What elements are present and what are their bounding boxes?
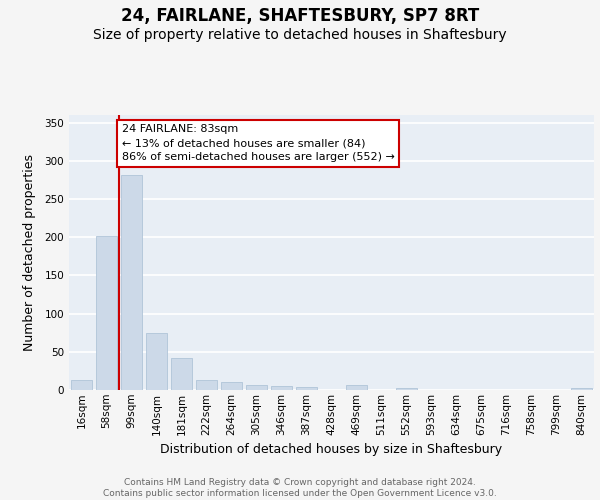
X-axis label: Distribution of detached houses by size in Shaftesbury: Distribution of detached houses by size …: [160, 443, 503, 456]
Bar: [571, 388, 592, 390]
Text: Contains HM Land Registry data © Crown copyright and database right 2024.
Contai: Contains HM Land Registry data © Crown c…: [103, 478, 497, 498]
Bar: [271, 386, 292, 390]
Bar: [171, 358, 192, 390]
Bar: [146, 332, 167, 390]
Y-axis label: Number of detached properties: Number of detached properties: [23, 154, 36, 351]
Bar: [71, 380, 92, 390]
Text: 24, FAIRLANE, SHAFTESBURY, SP7 8RT: 24, FAIRLANE, SHAFTESBURY, SP7 8RT: [121, 8, 479, 26]
Bar: [196, 380, 217, 390]
Bar: [96, 236, 117, 390]
Bar: [396, 388, 417, 390]
Bar: [346, 386, 367, 390]
Bar: [246, 386, 267, 390]
Text: 24 FAIRLANE: 83sqm
← 13% of detached houses are smaller (84)
86% of semi-detache: 24 FAIRLANE: 83sqm ← 13% of detached hou…: [121, 124, 394, 162]
Bar: [121, 176, 142, 390]
Bar: [221, 382, 242, 390]
Text: Size of property relative to detached houses in Shaftesbury: Size of property relative to detached ho…: [93, 28, 507, 42]
Bar: [296, 387, 317, 390]
